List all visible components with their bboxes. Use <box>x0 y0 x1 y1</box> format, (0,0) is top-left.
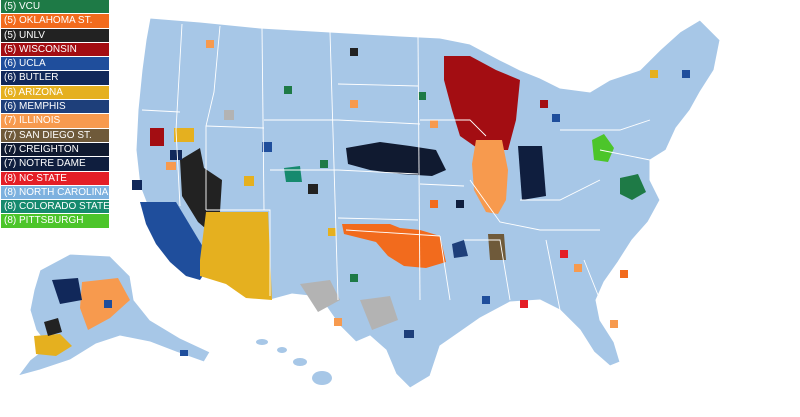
region-colorado-state <box>284 166 302 182</box>
alaska <box>16 253 211 377</box>
hawaii <box>256 339 332 385</box>
legend-item-creighton: (7) CREIGHTON <box>1 142 109 158</box>
legend-item-oklahoma-st: (5) OKLAHOMA ST. <box>1 14 109 29</box>
region-vcu <box>620 174 646 200</box>
region-gray-texas <box>360 296 398 330</box>
region-arizona <box>200 212 272 300</box>
legend-item-pittsburgh: (8) PITTSBURGH <box>1 214 109 229</box>
region-notre-dame <box>518 146 546 200</box>
legend-item-ucla: (6) UCLA <box>1 57 109 72</box>
county-marks <box>104 40 690 356</box>
legend-item-unlv: (5) UNLV <box>1 28 109 43</box>
legend-item-illinois: (7) ILLINOIS <box>1 114 109 129</box>
state-borders <box>141 23 651 311</box>
legend-item-memphis: (6) MEMPHIS <box>1 100 109 115</box>
legend-item-san-diego-st: (7) SAN DIEGO ST. <box>1 128 109 143</box>
legend-item-nc-state: (8) NC STATE <box>1 171 109 186</box>
region-wisconsin <box>444 56 520 150</box>
region-gray-southwest <box>300 280 340 312</box>
legend-item-butler: (6) BUTLER <box>1 71 109 86</box>
legend-item-notre-dame: (7) NOTRE DAME <box>1 157 109 172</box>
region-alaska-arizona <box>34 334 72 356</box>
legend-item-colorado-state: (8) COLORADO STATE <box>1 200 109 215</box>
region-ucla <box>140 202 212 280</box>
legend-item-arizona: (6) ARIZONA <box>1 85 109 101</box>
region-san-diego-st <box>488 234 506 260</box>
legend: (5) VCU (5) OKLAHOMA ST. (5) UNLV (5) WI… <box>1 0 109 229</box>
region-pittsburgh <box>592 134 614 162</box>
region-memphis <box>452 240 468 258</box>
contiguous-us <box>135 17 721 389</box>
legend-item-vcu: (5) VCU <box>1 0 109 15</box>
region-creighton <box>346 142 446 176</box>
region-alaska-butler <box>52 278 82 304</box>
legend-item-north-carolina: (8) NORTH CAROLINA <box>1 185 109 201</box>
legend-item-wisconsin: (5) WISCONSIN <box>1 42 109 58</box>
region-alaska-unlv <box>44 318 62 336</box>
